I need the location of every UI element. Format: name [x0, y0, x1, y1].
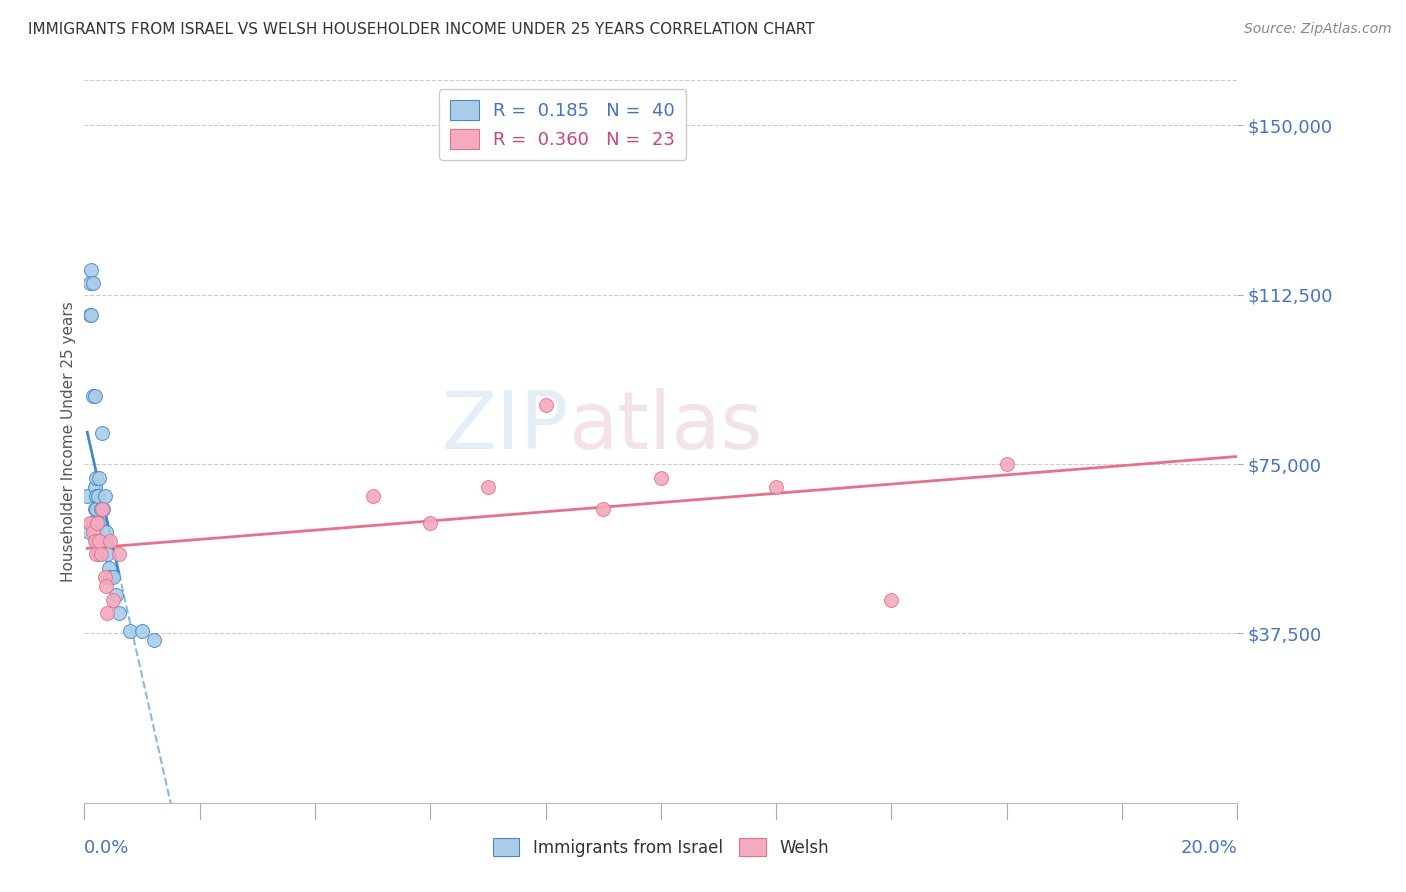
Point [142, 633, 165, 648]
Point [87, 548, 110, 562]
Point [96, 524, 118, 539]
Point [83, 533, 105, 548]
Point [96, 606, 118, 620]
Point [120, 624, 142, 639]
Point [93, 489, 115, 503]
Point [79, 516, 101, 530]
Point [84, 470, 107, 484]
Text: 0.0%: 0.0% [84, 838, 129, 857]
Text: Source: ZipAtlas.com: Source: ZipAtlas.com [1244, 22, 1392, 37]
Point [995, 457, 1018, 471]
Point [97, 561, 120, 575]
Point [96, 579, 118, 593]
Point [84, 516, 107, 530]
Point [86, 489, 108, 503]
Point [534, 398, 557, 412]
Point [105, 588, 128, 602]
Point [592, 502, 614, 516]
Point [79, 308, 101, 322]
Point [93, 570, 115, 584]
Point [361, 489, 384, 503]
Point [82, 524, 104, 539]
Point [90, 425, 112, 440]
Point [87, 470, 110, 484]
Point [84, 489, 107, 503]
Point [89, 502, 111, 516]
Point [84, 548, 107, 562]
Point [87, 516, 110, 530]
Text: IMMIGRANTS FROM ISRAEL VS WELSH HOUSEHOLDER INCOME UNDER 25 YEARS CORRELATION CH: IMMIGRANTS FROM ISRAEL VS WELSH HOUSEHOL… [28, 22, 814, 37]
Text: 20.0%: 20.0% [1181, 838, 1237, 857]
Point [80, 263, 103, 277]
Point [87, 533, 110, 548]
Point [86, 516, 108, 530]
Point [89, 548, 111, 562]
Point [89, 533, 111, 548]
Point [82, 277, 104, 291]
Point [108, 548, 131, 562]
Y-axis label: Householder Income Under 25 years: Householder Income Under 25 years [60, 301, 76, 582]
Point [83, 524, 105, 539]
Point [84, 533, 107, 548]
Point [86, 516, 108, 530]
Point [84, 502, 107, 516]
Point [91, 502, 114, 516]
Point [93, 533, 115, 548]
Point [86, 533, 108, 548]
Point [108, 606, 131, 620]
Point [103, 570, 124, 584]
Point [83, 389, 105, 403]
Point [82, 389, 104, 403]
Point [131, 624, 153, 639]
Point [83, 480, 105, 494]
Text: ZIP: ZIP [441, 388, 568, 467]
Legend: Immigrants from Israel, Welsh: Immigrants from Israel, Welsh [482, 828, 839, 867]
Point [90, 502, 112, 516]
Point [419, 516, 441, 530]
Point [79, 277, 101, 291]
Point [98, 533, 121, 548]
Point [83, 502, 105, 516]
Point [96, 548, 118, 562]
Point [82, 516, 104, 530]
Point [98, 570, 121, 584]
Point [880, 592, 903, 607]
Point [477, 480, 499, 494]
Point [76, 489, 98, 503]
Point [80, 308, 103, 322]
Point [650, 470, 672, 484]
Point [77, 524, 100, 539]
Point [765, 480, 787, 494]
Text: atlas: atlas [568, 388, 763, 467]
Point [103, 592, 124, 607]
